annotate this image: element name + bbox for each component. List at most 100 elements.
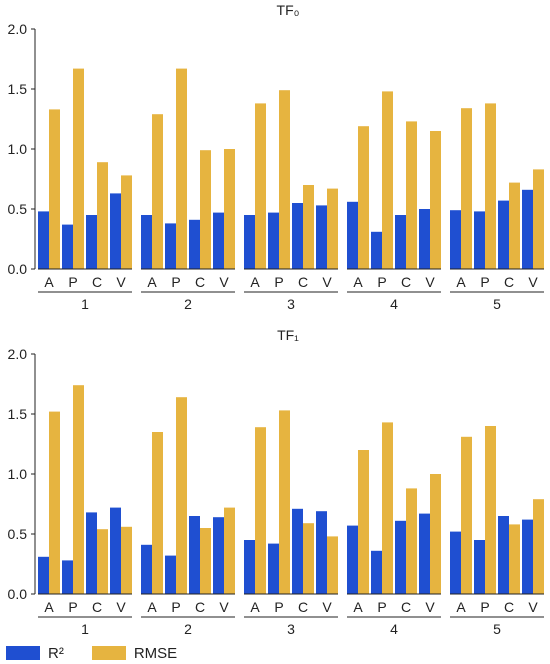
bar-rmse-g2-V — [224, 507, 235, 594]
category-label: P — [480, 274, 489, 290]
category-label: V — [116, 274, 126, 290]
bar-r2-g2-C — [189, 219, 200, 269]
bar-rmse-g5-P — [485, 426, 496, 594]
bar-r2-g1-A — [38, 211, 49, 269]
bar-r2-g2-V — [213, 212, 224, 269]
category-label: A — [250, 274, 260, 290]
bar-rmse-g2-P — [176, 68, 187, 269]
category-label: P — [68, 274, 77, 290]
bar-r2-g4-C — [395, 215, 406, 269]
bar-rmse-g4-C — [406, 121, 417, 270]
bar-r2-g3-C — [292, 508, 303, 594]
bar-rmse-g3-V — [327, 536, 338, 594]
bar-rmse-g4-P — [382, 91, 393, 270]
group-label: 2 — [184, 621, 192, 637]
category-label: P — [68, 599, 77, 615]
category-label: P — [377, 274, 386, 290]
panel-2-title: TF₁ — [277, 327, 299, 343]
category-label: V — [322, 599, 332, 615]
bar-rmse-g5-C — [509, 182, 520, 269]
group-label: 2 — [184, 296, 192, 312]
bar-r2-g4-V — [419, 209, 430, 269]
bar-r2-g3-C — [292, 203, 303, 269]
bar-rmse-g1-C — [97, 162, 108, 269]
bar-rmse-g4-P — [382, 422, 393, 594]
category-label: P — [480, 599, 489, 615]
bar-r2-g1-P — [62, 224, 73, 269]
bar-r2-g2-P — [165, 555, 176, 594]
bar-rmse-g5-A — [461, 108, 472, 269]
bar-rmse-g2-A — [152, 432, 163, 594]
category-label: V — [528, 274, 538, 290]
bar-rmse-g2-P — [176, 397, 187, 594]
legend-label-r2: R² — [48, 644, 64, 662]
bar-r2-g3-V — [316, 511, 327, 594]
category-label: P — [274, 274, 283, 290]
y-tick-label: 1.0 — [8, 141, 28, 157]
bar-r2-g4-C — [395, 520, 406, 594]
bar-r2-g2-V — [213, 517, 224, 594]
legend-swatch-rmse — [91, 646, 126, 660]
bar-rmse-g4-A — [358, 126, 369, 269]
group-label: 1 — [81, 296, 89, 312]
category-label: A — [353, 274, 363, 290]
bar-rmse-g4-V — [430, 131, 441, 269]
bar-rmse-g5-A — [461, 436, 472, 594]
bar-rmse-g5-V — [533, 499, 544, 594]
category-label: A — [353, 599, 363, 615]
legend: R² RMSE — [6, 643, 205, 663]
bar-rmse-g3-C — [303, 185, 314, 269]
category-label: C — [195, 274, 205, 290]
y-tick-label: 0.0 — [8, 261, 28, 277]
group-label: 5 — [493, 296, 501, 312]
category-label: C — [92, 599, 102, 615]
category-label: A — [456, 274, 466, 290]
group-label: 3 — [287, 621, 295, 637]
category-label: C — [401, 274, 411, 290]
y-tick-label: 0.5 — [8, 201, 28, 217]
category-label: V — [425, 599, 435, 615]
category-label: C — [195, 599, 205, 615]
panel-1-title: TF₀ — [277, 2, 300, 18]
bar-r2-g5-A — [450, 531, 461, 594]
group-label: 3 — [287, 296, 295, 312]
y-tick-label: 2.0 — [8, 346, 28, 362]
category-label: C — [298, 599, 308, 615]
category-label: A — [456, 599, 466, 615]
category-label: V — [528, 599, 538, 615]
bar-r2-g5-C — [498, 200, 509, 269]
group-label: 1 — [81, 621, 89, 637]
bar-rmse-g4-C — [406, 488, 417, 594]
category-label: V — [116, 599, 126, 615]
bar-r2-g1-C — [86, 512, 97, 594]
y-tick-label: 0.0 — [8, 586, 28, 602]
bar-rmse-g3-A — [255, 103, 266, 270]
category-label: V — [425, 274, 435, 290]
category-label: C — [504, 599, 514, 615]
legend-swatch-r2 — [6, 646, 40, 660]
category-label: A — [250, 599, 260, 615]
bar-r2-g1-A — [38, 556, 49, 594]
bar-rmse-g5-C — [509, 524, 520, 594]
bar-r2-g5-P — [474, 211, 485, 269]
bar-r2-g4-V — [419, 513, 430, 594]
bar-r2-g2-A — [141, 544, 152, 594]
y-tick-label: 1.5 — [8, 81, 28, 97]
bar-rmse-g1-V — [121, 175, 132, 269]
category-label: C — [92, 274, 102, 290]
bar-rmse-g4-A — [358, 450, 369, 594]
category-label: A — [147, 274, 157, 290]
bar-r2-g5-V — [522, 519, 533, 594]
bar-rmse-g3-P — [279, 410, 290, 594]
bar-rmse-g5-V — [533, 169, 544, 269]
bar-r2-g3-A — [244, 215, 255, 269]
bar-rmse-g2-C — [200, 528, 211, 594]
bar-rmse-g5-P — [485, 103, 496, 270]
bar-r2-g2-A — [141, 215, 152, 269]
category-label: A — [44, 274, 54, 290]
y-tick-label: 2.0 — [8, 21, 28, 37]
bar-r2-g4-P — [371, 550, 382, 594]
category-label: C — [504, 274, 514, 290]
bar-r2-g4-A — [347, 201, 358, 269]
bar-r2-g5-V — [522, 189, 533, 269]
